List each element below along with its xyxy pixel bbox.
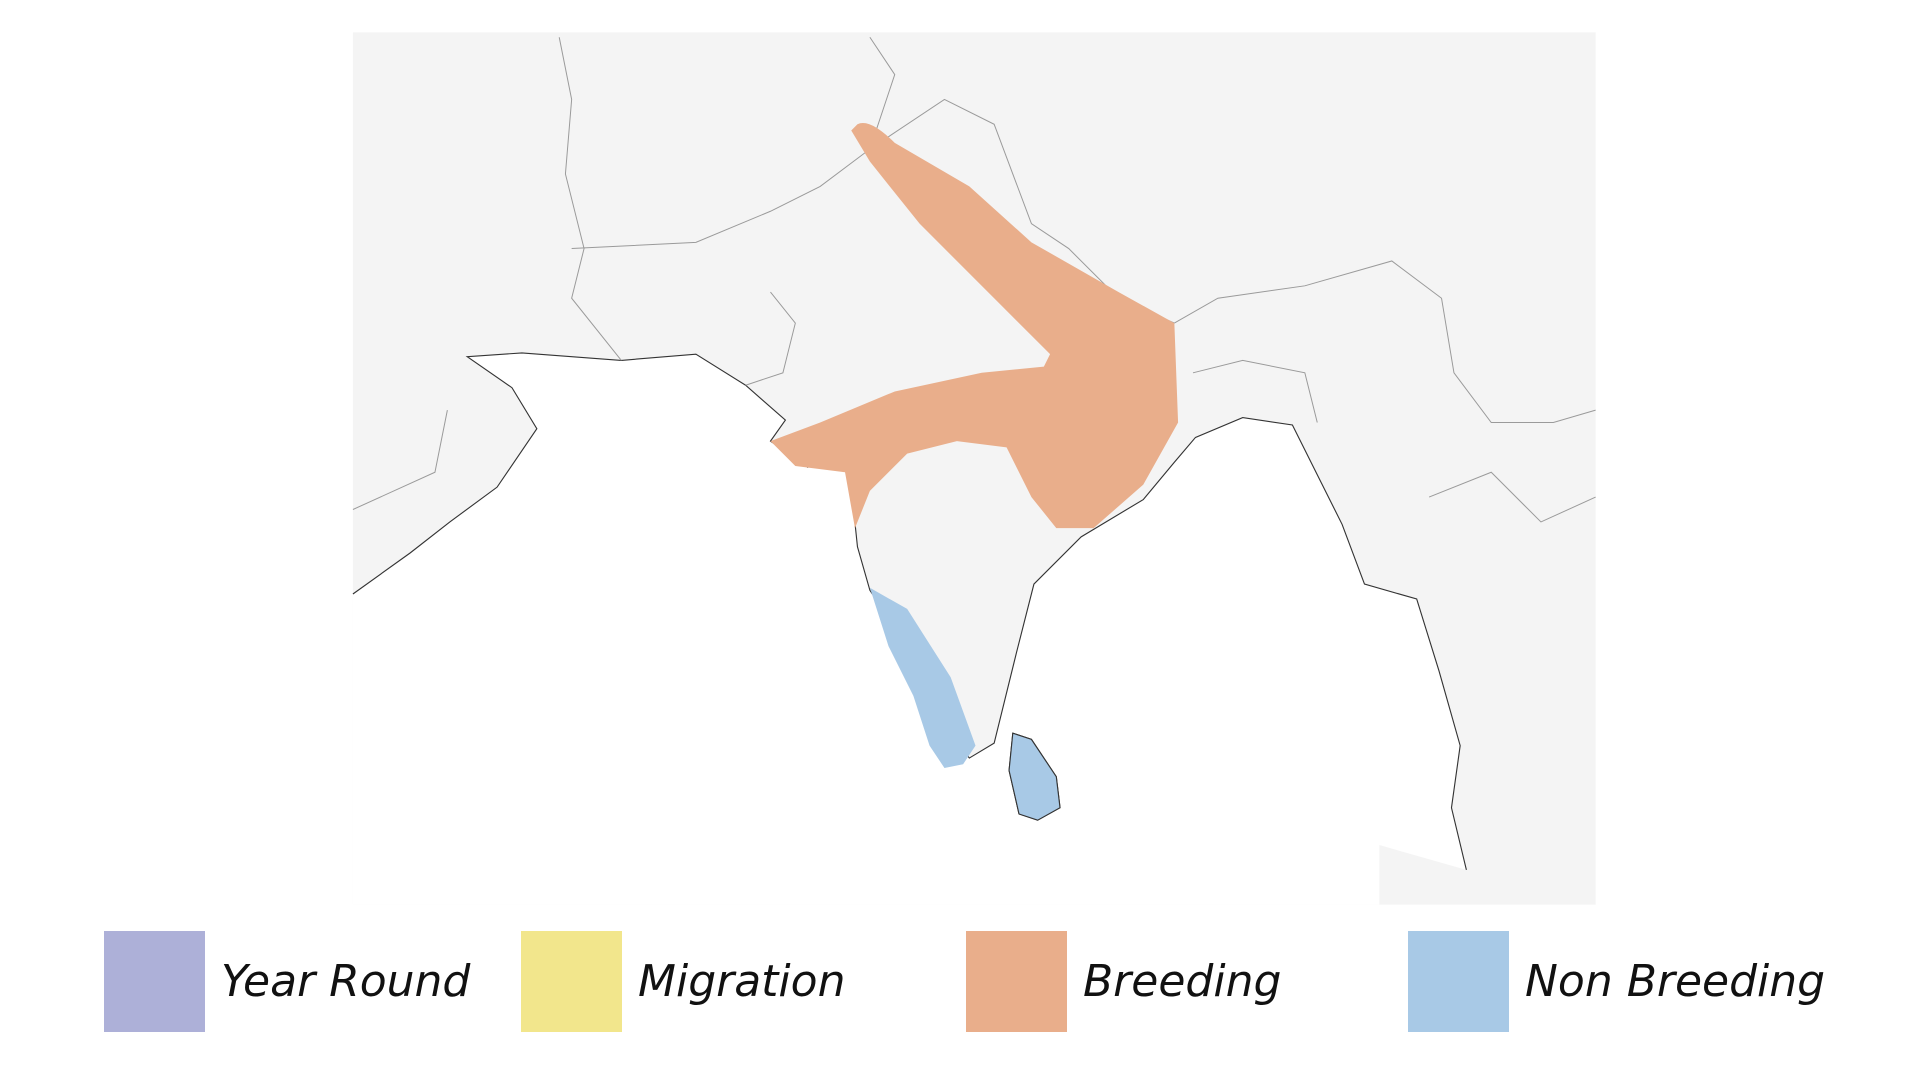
legend: Year Round Migration Breeding Non Breeding [104, 931, 1825, 1032]
legend-swatch [966, 931, 1067, 1032]
legend-label: Migration [638, 956, 845, 1007]
ocean [352, 352, 1467, 905]
non-breeding-range [1008, 732, 1061, 821]
breeding-range [770, 123, 1179, 529]
non-breeding-range [869, 587, 976, 768]
country-borders [352, 37, 1596, 523]
legend-label: Non Breeding [1525, 956, 1825, 1007]
legend-swatch [521, 931, 622, 1032]
legend-swatch [1408, 931, 1509, 1032]
legend-label: Breeding [1083, 956, 1281, 1007]
map [352, 32, 1596, 905]
legend-label: Year Round [221, 956, 471, 1007]
legend-swatch [104, 931, 205, 1032]
